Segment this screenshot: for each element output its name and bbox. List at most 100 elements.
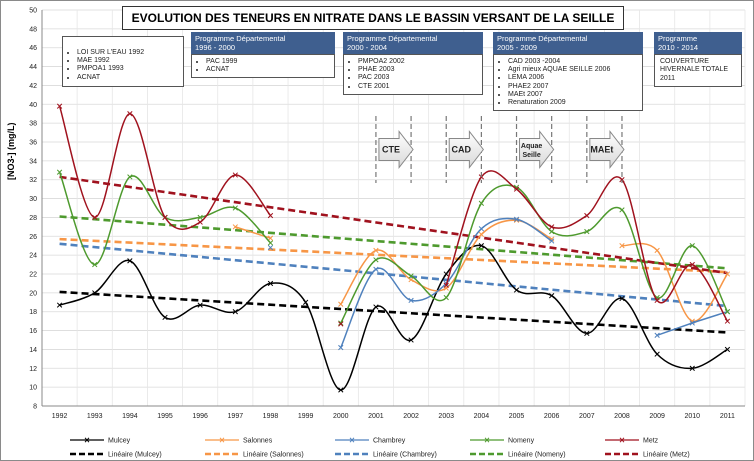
programme-arrows: CTE CAD Aquae Seille MAEt (375, 116, 625, 183)
arrow-label: MAEt (590, 145, 613, 155)
data-point (373, 266, 379, 272)
legend: Mulcey Salonnes Chambrey Nomeny Metz Linéaire… (70, 437, 690, 459)
data-point (724, 346, 731, 353)
y-tick-label: 10 (29, 385, 37, 392)
data-point (56, 103, 63, 109)
data-point (127, 258, 133, 264)
data-point (267, 280, 274, 287)
series-line (445, 170, 729, 322)
programme-arrow: CAD (448, 130, 485, 169)
x-tick-label: 2009 (649, 413, 665, 420)
data-point (197, 214, 203, 221)
data-point (232, 309, 238, 315)
legend-entry: Linéaire (Metz) (605, 452, 690, 459)
programme-item: PHAE2 2007 (508, 83, 638, 91)
arrow-label: Aquae (521, 143, 543, 150)
programme-header: Programme 2010 - 2014 (654, 32, 742, 54)
programme-item: PAC 2003 (358, 74, 478, 82)
y-tick-label: 48 (29, 26, 37, 33)
data-point (443, 282, 449, 288)
programme-box-2010: Programme 2010 - 2014 COUVERTURE HIVERNAL… (654, 32, 742, 88)
legend-label: Nomeny (508, 438, 535, 445)
x-tick-label: 2008 (614, 413, 630, 420)
x-tick-label: 1999 (298, 413, 314, 420)
legend-label: Linéaire (Mulcey) (108, 452, 162, 459)
data-point (338, 301, 344, 307)
programme-item: PAC 1999 (206, 58, 330, 66)
data-point (267, 212, 274, 219)
x-tick-label: 2003 (438, 413, 454, 420)
trendline (59, 237, 728, 274)
legend-marker (619, 437, 625, 443)
x-tick-label: 2005 (509, 413, 525, 420)
legend-label: Salonnes (243, 438, 273, 445)
y-tick-label: 38 (29, 121, 37, 128)
data-point (338, 321, 344, 327)
x-tick-label: 2004 (474, 413, 490, 420)
data-point (549, 293, 555, 299)
data-point (549, 238, 555, 244)
y-tick-label: 8 (33, 404, 37, 411)
arrow-shape (448, 130, 485, 169)
arrow-shape (378, 130, 414, 169)
y-tick-label: 22 (29, 272, 37, 279)
legend-entry: Metz (605, 437, 659, 445)
data-point (478, 200, 485, 206)
arrow-label: CTE (382, 145, 400, 155)
y-tick-label: 18 (29, 309, 37, 316)
data-point (92, 261, 98, 268)
data-point (689, 365, 695, 371)
x-tick-label: 2007 (579, 413, 595, 420)
legend-label: Metz (643, 438, 659, 445)
data-point (56, 169, 63, 175)
data-point (654, 297, 660, 304)
programme-header: Programme Départemental 1996 - 2000 (191, 32, 335, 54)
y-axis-label: [NO3-] (mg/L) (6, 122, 16, 181)
legend-label: Linéaire (Salonnes) (243, 452, 304, 459)
y-tick-label: 24 (29, 253, 37, 260)
data-point (478, 226, 485, 232)
x-tick-label: 1998 (263, 413, 279, 420)
programme-arrow: Aquae Seille (519, 130, 555, 169)
programme-item: COUVERTURE HIVERNALE TOTALE 2011 (660, 58, 729, 82)
data-point (338, 344, 344, 351)
programme-header: Programme Départemental 2005 - 2009 (493, 32, 643, 54)
data-point (232, 205, 238, 211)
arrow-label: Seille (522, 152, 540, 159)
programme-item: MAE 1992 (77, 57, 179, 65)
programme-item: CAD 2003 -2004 (508, 58, 638, 66)
programme-item: PMPOA2 2002 (358, 58, 478, 66)
data-point (584, 228, 590, 235)
series-line (235, 226, 271, 239)
x-tick-label: 1997 (228, 413, 244, 420)
programme-item: Agri mieux AQUAE SEILLE 2006 (508, 66, 638, 74)
y-tick-label: 20 (29, 290, 37, 297)
programme-item: CTE 2001 (358, 83, 478, 91)
data-point (654, 351, 660, 357)
data-point (162, 314, 168, 321)
programme-item: PMPOA1 1993 (77, 65, 179, 73)
x-tick-label: 1993 (87, 413, 103, 420)
data-point (724, 271, 731, 277)
data-point (92, 214, 98, 221)
data-point (619, 207, 625, 213)
legend-label: Linéaire (Metz) (643, 452, 690, 459)
x-tick-label: 1992 (52, 413, 68, 420)
x-tick-label: 2001 (368, 413, 384, 420)
data-point (408, 337, 414, 343)
data-point (549, 224, 555, 230)
trendline (59, 290, 728, 334)
y-tick-label: 44 (29, 64, 37, 71)
y-tick-label: 42 (29, 83, 37, 90)
arrow-shape (519, 130, 555, 169)
y-tick-label: 36 (29, 140, 37, 147)
y-tick-label: 32 (29, 177, 37, 184)
arrow-shape (589, 130, 625, 169)
programme-arrow: MAEt (589, 130, 625, 169)
data-point (689, 243, 695, 249)
legend-entry: Linéaire (Chambrey) (335, 452, 437, 459)
y-tick-label: 26 (29, 234, 37, 241)
data-point (724, 318, 731, 324)
x-tick-label: 2002 (403, 413, 419, 420)
